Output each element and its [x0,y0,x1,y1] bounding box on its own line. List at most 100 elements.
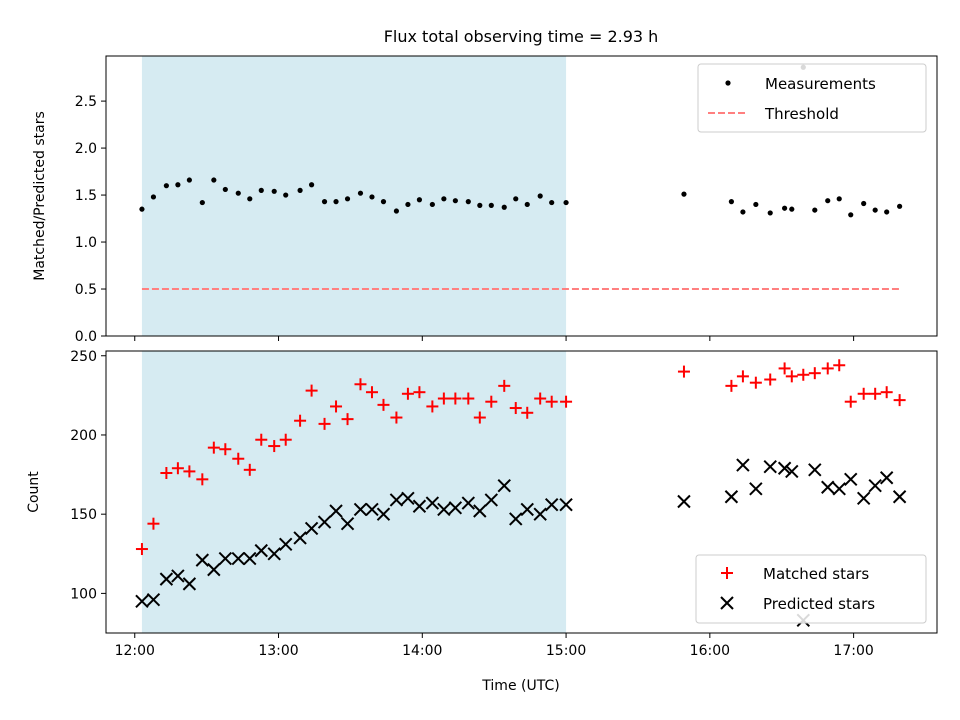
matched-star-point [390,411,403,424]
ratio-y-tick-label: 1.5 [75,188,97,204]
matched-star-point [521,406,534,419]
predicted-star-point [231,551,245,566]
ratio-y-tick-label: 2.0 [75,141,97,157]
matched-star-point [833,359,846,372]
measurement-point [825,198,831,204]
predicted-star-d2 [763,459,777,474]
predicted-star-d2 [293,531,307,545]
measurement-point [563,199,569,206]
measurement-point [271,188,277,194]
measurement-point [333,199,339,205]
predicted-star-point [559,497,573,512]
predicted-star-point [437,502,451,517]
predicted-star-d2 [484,493,499,507]
matched-star-point [365,386,378,399]
legend-predicted-marker [720,596,734,610]
predicted-star-point [171,569,185,583]
predicted-star-d2 [844,472,858,487]
predicted-star-d2 [677,494,691,509]
measurement-point [186,177,192,183]
ratio-y-tick-label: 0.0 [75,329,97,345]
matched-star-point [785,370,798,383]
matched-star-point [764,373,777,386]
matched-star-point [749,376,762,389]
measurement-point [211,177,217,183]
measurement-point [369,194,375,200]
matched-star-point [736,370,749,383]
x-tick-label: 14:00 [402,643,442,659]
measurement-point [884,209,890,215]
predicted-star-point [401,491,415,506]
matched-star-point [341,413,354,426]
counts-axes-frame [105,350,938,634]
predicted-star-d2 [509,512,523,526]
predicted-star-d2 [544,497,559,512]
ratio-legend: Measurements Threshold [697,63,927,133]
matched-star-point [534,392,547,405]
measurement-point [380,199,387,205]
predicted-star-d2 [533,507,547,521]
x-tick-label: 17:00 [833,643,873,659]
ratio-axes-frame [105,55,938,337]
predicted-star-d2 [353,502,368,517]
matched-star-point [844,395,857,408]
predicted-star-point [856,491,871,506]
measurement-point [501,204,507,210]
matched-star-point [196,473,209,486]
matched-star-point [449,392,462,405]
matched-star-point [171,462,184,475]
matched-star-point [462,392,475,405]
matched-star-point [219,443,232,456]
ratio-y-tick-label: 0.5 [75,282,97,298]
measurement-point [789,206,795,212]
predicted-star-d2 [304,521,319,536]
measurement-point [812,207,818,213]
measurement-point [767,210,773,216]
ratio-y-tick-label: 1.0 [75,235,97,251]
predicted-star-d2 [195,553,210,567]
predicted-star-point [497,478,511,493]
predicted-star-d2 [401,491,415,506]
ratio-panel: 0.0 0.5 1.0 1.5 2.0 2.5 Matched/Predicted sta… [32,55,938,345]
legend-measurements-label: Measurements [765,75,876,93]
predicted-star-d2 [243,551,257,566]
measurement-point [139,206,145,212]
measurement-point [222,186,228,193]
matched-star-point [880,386,893,399]
predicted-star-point [868,478,882,493]
predicted-star-point [677,494,691,509]
predicted-star-d2 [365,502,379,517]
predicted-star-d2 [868,478,882,493]
matched-star-point [377,398,390,411]
predicted-star-d2 [231,551,245,566]
matched-star-point [305,384,318,397]
predicted-star-d2 [777,461,792,475]
predicted-star-d2 [317,515,332,529]
measurement-point [283,192,289,198]
predicted-star-d2 [821,480,835,494]
matched-star-point [294,414,307,427]
predicted-star-d2 [146,593,161,607]
predicted-star-point [207,562,221,577]
predicted-star-point [365,502,379,517]
predicted-star-d2 [749,482,763,496]
measurement-point [488,202,494,208]
predicted-star-point [218,551,233,566]
counts-x-ticks: 12:00 13:00 14:00 15:00 16:00 17:00 [115,633,874,659]
predicted-star-point [821,480,835,494]
matched-star-point [485,395,498,408]
matched-star-point [778,362,791,375]
x-axis-label: Time (UTC) [481,678,559,694]
predicted-star-point [763,459,777,474]
predicted-star-point [353,502,368,517]
predicted-star-point [520,502,534,517]
matched-star-point [808,367,821,380]
counts-y-label: Count [26,471,42,513]
predicted-star-point [389,493,404,507]
predicted-star-d2 [808,463,822,477]
x-tick-label: 12:00 [115,643,155,659]
predicted-star-point [317,515,332,529]
matched-star-point [207,441,220,454]
legend-measurements-marker [725,80,731,86]
measurement-point [235,190,241,196]
